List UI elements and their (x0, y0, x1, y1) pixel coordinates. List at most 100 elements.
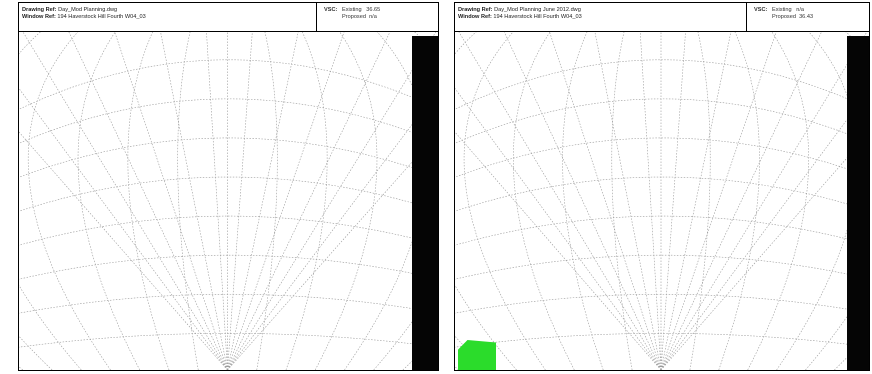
existing-label: Existing (772, 7, 792, 13)
drawing-ref-value: Day_Mod Planning.dwg (58, 7, 118, 13)
grid-radial-line (660, 32, 686, 370)
grid-altitude-arc (455, 215, 869, 246)
vsc-block: VSC: Existing 36.65 Proposed n/a (324, 7, 380, 21)
grid-meridian (513, 32, 575, 370)
black-obstruction (847, 36, 869, 370)
grid-meridian (177, 32, 199, 370)
proposed-value: n/a (369, 14, 377, 20)
vsc-label: VSC: (324, 7, 338, 13)
waldram-panel-proposed: Drawing Ref: Day_Mod Planning June 2012.… (454, 2, 870, 371)
grid-radial-line (19, 131, 228, 370)
drawing-ref-label: Drawing Ref: (22, 7, 57, 13)
grid-radial-line (160, 32, 228, 370)
grid-radial-line (19, 88, 228, 370)
green-obstruction (458, 340, 496, 370)
grid-meridian (19, 32, 82, 370)
grid-meridian (776, 32, 859, 370)
sky-grid (19, 32, 438, 370)
grid-altitude-arc (19, 137, 438, 178)
grid-radial-line (114, 32, 228, 370)
drawing-ref-value: Day_Mod Planning June 2012.dwg (494, 7, 581, 13)
reference-block: Drawing Ref: Day_Mod Planning June 2012.… (458, 7, 582, 21)
proposed-label: Proposed (342, 14, 366, 20)
grid-meridian (19, 335, 53, 370)
grid-meridian (285, 32, 328, 370)
grid-altitude-arc (455, 333, 869, 348)
grid-radial-line (660, 32, 868, 370)
vsc-block: VSC: Existing n/a Proposed 36.43 (754, 7, 813, 21)
grid-radial-line (22, 32, 228, 370)
grid-radial-line (660, 32, 777, 370)
grid-radial-line (660, 32, 732, 370)
grid-radial-line (227, 32, 299, 370)
waldram-diagram (19, 32, 438, 370)
grid-altitude-arc (19, 293, 438, 314)
grid-altitude-arc (455, 137, 869, 178)
grid-meridian (314, 32, 378, 370)
grid-altitude-arc (455, 59, 869, 110)
grid-radial-line (227, 32, 437, 370)
grid-altitude-arc (19, 254, 438, 280)
grid-meridian (77, 32, 141, 370)
header-divider (316, 3, 317, 31)
grid-meridian (611, 32, 633, 370)
grid-altitude-arc (455, 176, 869, 212)
grid-radial-line (227, 32, 345, 370)
grid-meridian (718, 32, 760, 370)
grid-meridian (27, 32, 111, 370)
window-ref-value: 194 Haverstock Hill Fourth W04_03 (493, 14, 582, 20)
grid-altitude-arc (19, 59, 438, 110)
grid-meridian (463, 32, 546, 370)
grid-radial-line (455, 131, 662, 370)
header-divider (746, 3, 747, 31)
grid-meridian (19, 366, 24, 370)
panel-header: Drawing Ref: Day_Mod Planning.dwg Window… (19, 3, 438, 32)
grid-radial-line (227, 32, 391, 370)
grid-meridian (689, 32, 711, 370)
grid-radial-line (455, 88, 662, 370)
grid-meridian (256, 32, 278, 370)
panel-header: Drawing Ref: Day_Mod Planning June 2012.… (455, 3, 869, 32)
grid-altitude-arc (19, 333, 438, 348)
existing-value: 36.65 (366, 7, 381, 13)
vsc-label: VSC: (754, 7, 768, 13)
grid-radial-line (227, 132, 438, 370)
grid-altitude-arc (455, 254, 869, 280)
grid-meridian (455, 335, 488, 370)
grid-meridian (562, 32, 604, 370)
reference-block: Drawing Ref: Day_Mod Planning.dwg Window… (22, 7, 146, 21)
black-obstruction (412, 36, 438, 370)
grid-radial-line (660, 32, 822, 370)
grid-altitude-arc (19, 215, 438, 246)
window-ref-label: Window Ref: (458, 14, 492, 20)
grid-radial-line (503, 32, 662, 370)
grid-radial-line (227, 89, 438, 370)
waldram-diagram (455, 32, 869, 370)
grid-altitude-arc (455, 98, 869, 144)
grid-radial-line (660, 132, 869, 370)
grid-altitude-arc (19, 98, 438, 144)
grid-meridian (127, 32, 170, 370)
existing-value: n/a (796, 7, 805, 13)
grid-radial-line (458, 32, 662, 370)
grid-radial-line (549, 32, 662, 370)
grid-altitude-arc (455, 293, 869, 314)
existing-label: Existing (342, 7, 362, 13)
window-ref-value: 194 Haverstock Hill Fourth W04_03 (57, 14, 146, 20)
drawing-ref-label: Drawing Ref: (458, 7, 493, 13)
grid-radial-line (206, 32, 228, 370)
sky-grid (455, 32, 869, 370)
grid-radial-line (68, 32, 228, 370)
grid-meridian (747, 32, 809, 370)
grid-meridian (455, 32, 517, 370)
grid-radial-line (594, 32, 662, 370)
grid-radial-line (639, 32, 662, 370)
grid-radial-line (660, 89, 869, 370)
proposed-label: Proposed (772, 14, 796, 20)
proposed-value: 36.43 (799, 14, 814, 20)
grid-radial-line (227, 32, 253, 370)
window-ref-label: Window Ref: (22, 14, 56, 20)
waldram-panel-existing: Drawing Ref: Day_Mod Planning.dwg Window… (18, 2, 439, 371)
grid-meridian (344, 32, 428, 370)
grid-meridian (455, 366, 459, 370)
